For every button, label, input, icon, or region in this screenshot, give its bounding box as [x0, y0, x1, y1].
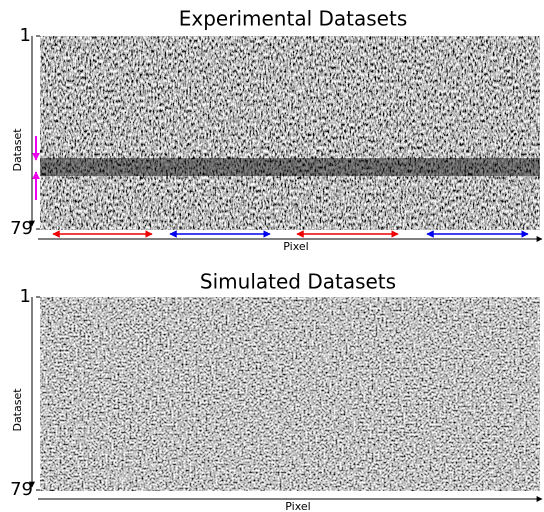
noise-image: [40, 297, 540, 491]
dark-band: [40, 158, 540, 176]
x-axis-label: Pixel: [283, 240, 308, 253]
y-axis-label: Dataset: [11, 128, 24, 172]
y-axis-label: Dataset: [11, 388, 24, 432]
y-tick-label: 1: [20, 286, 31, 307]
y-tick-label: 79: [10, 218, 33, 239]
y-tick-label: 79: [10, 479, 33, 500]
noise-image: [40, 36, 540, 230]
y-tick-label: 1: [20, 25, 31, 46]
x-axis-label: Pixel: [285, 500, 310, 512]
panel-title: Experimental Datasets: [179, 7, 407, 31]
panel-title: Simulated Datasets: [200, 270, 396, 294]
